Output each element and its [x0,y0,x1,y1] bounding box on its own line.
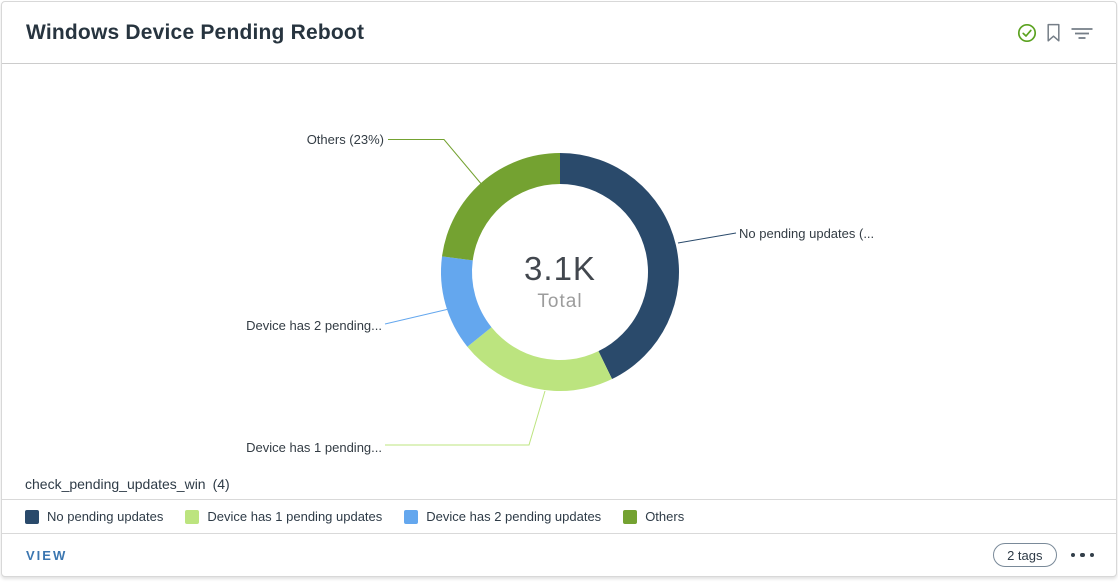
legend-item-device-has-1-pending-updates[interactable]: Device has 1 pending updates [185,509,382,524]
legend-label: Others [645,509,685,524]
donut-slice-no-pending-updates[interactable] [560,153,680,380]
callout-1pending: Device has 1 pending... [246,440,382,455]
leader-line-nopending [677,232,737,244]
chart-legend: No pending updates Device has 1 pending u… [2,500,1116,533]
status-check-circle-icon [1017,23,1037,43]
legend-item-no-pending-updates[interactable]: No pending updates [25,509,163,524]
legend-swatch [623,509,638,524]
legend-label: Device has 2 pending updates [426,509,602,524]
header-icons [1017,23,1094,43]
leader-line-1pending [385,390,546,446]
view-button[interactable]: VIEW [26,547,68,563]
legend-label: Device has 1 pending updates [207,509,383,524]
donut-chart[interactable] [2,64,1116,499]
donut-slice-others[interactable] [442,153,561,261]
datasource-count: (4) [212,476,230,492]
card-header: Windows Device Pending Reboot [2,2,1116,64]
legend-item-device-has-2-pending-updates[interactable]: Device has 2 pending updates [404,509,601,524]
donut-chart-area: Others (23%) No pending updates (... Dev… [2,64,1116,499]
filter-lines-icon[interactable] [1070,24,1094,42]
legend-swatch [25,509,39,524]
tags-badge[interactable]: 2 tags [993,543,1057,567]
leader-line-others [388,139,484,187]
donut-slice-device-has-1-pending-updates[interactable] [467,327,613,392]
datasource-label: check_pending_updates_win (4) [25,476,230,492]
donut-total-value: 3.1K [524,250,596,287]
card-title: Windows Device Pending Reboot [26,20,365,44]
card-footer: VIEW 2 tags [2,534,1116,576]
leader-line-2pending [384,308,450,325]
donut-slice-device-has-2-pending-updates[interactable] [441,256,492,347]
datasource-name: check_pending_updates_win [25,476,206,492]
dot-icon [1089,552,1094,558]
dot-icon [1080,552,1085,558]
legend-swatch [185,509,200,524]
donut-center-text: 3.1K Total [460,250,660,313]
legend-item-others[interactable]: Others [623,509,684,524]
bookmark-icon[interactable] [1046,23,1061,43]
donut-total-label: Total [537,291,583,312]
divider-above-legend [2,499,1116,500]
callout-nopending: No pending updates (... [739,226,875,241]
more-options-button[interactable] [1069,549,1097,562]
legend-label: No pending updates [47,509,164,524]
footer-right: 2 tags [993,543,1096,567]
legend-swatch [404,509,419,524]
dot-icon [1070,552,1075,558]
callout-others: Others (23%) [306,132,384,147]
divider-above-footer [2,533,1116,534]
callout-2pending: Device has 2 pending... [246,318,382,333]
